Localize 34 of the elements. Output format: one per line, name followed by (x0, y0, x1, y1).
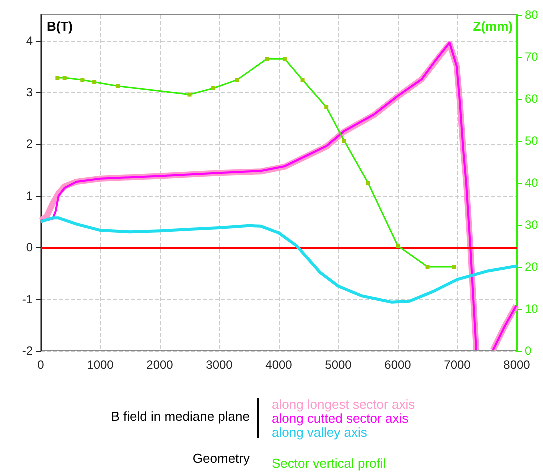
y-tick-label: -1 (22, 292, 34, 306)
y-tick-label: 3 (26, 86, 34, 100)
x-tick-label: 1000 (87, 358, 114, 372)
y2-tick-label: 30 (525, 218, 539, 232)
y2-tick-label: 40 (525, 176, 539, 190)
y-tick-label: 1 (26, 188, 34, 203)
x-tick-label: 7000 (444, 358, 472, 372)
x-tick-label: 6000 (384, 358, 412, 372)
text: along longest sector axis (272, 397, 416, 412)
y2-tick-label: 60 (525, 92, 539, 106)
x-tick-label: 5000 (325, 358, 352, 372)
text: B field in mediane plane (111, 409, 250, 424)
y2-tick-label: 80 (525, 8, 539, 22)
y2-tick-label: 50 (525, 134, 539, 148)
text: Geometry (192, 451, 250, 466)
x-tick-label: 3000 (206, 358, 234, 372)
x-tick-label: 4000 (266, 358, 293, 372)
y2-tick-label: 20 (525, 260, 539, 274)
y-tick-label: 0 (26, 240, 34, 255)
y-tick-label: -2 (22, 344, 34, 358)
y2-tick-label: 70 (525, 50, 539, 64)
y2-tick-label: 0 (525, 344, 532, 358)
x-tick-label: 0 (38, 358, 45, 372)
y-axis-title: B(T) (47, 19, 73, 34)
text: Sector vertical profil (272, 456, 386, 471)
x-tick-label: 8000 (504, 358, 531, 372)
text: along cutted sector axis (272, 411, 410, 426)
y2-tick-label: 10 (525, 302, 539, 316)
y2-axis-title: Z(mm) (473, 19, 513, 34)
x-tick-label: 2000 (146, 358, 174, 372)
text: along valley axis (272, 425, 368, 440)
line-series (40, 216, 518, 304)
y-tick-label: 2 (26, 137, 34, 152)
y-tick-label: 4 (26, 34, 34, 48)
